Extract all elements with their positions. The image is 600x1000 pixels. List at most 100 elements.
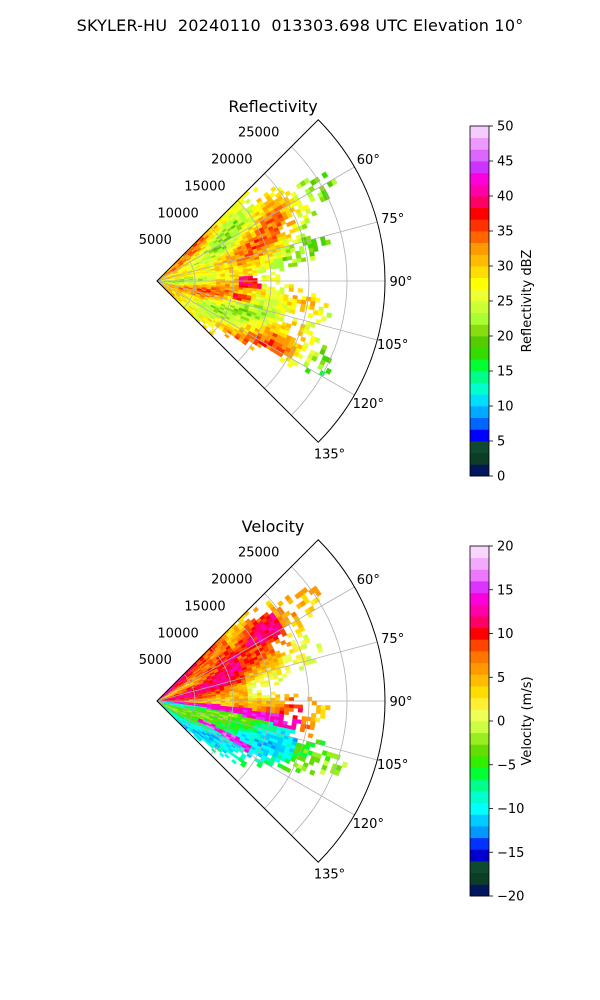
radar-cell [288, 707, 294, 712]
colorbar-segment [470, 277, 489, 290]
radar-cell [292, 262, 298, 267]
range-tick-label: 20000 [211, 153, 252, 168]
radar-cell [275, 277, 281, 282]
radar-cell [243, 696, 249, 699]
radar-cell [310, 292, 317, 298]
radar-cell [261, 275, 267, 279]
radar-cell [289, 697, 294, 702]
radar-cell [256, 703, 263, 707]
radar-cell [279, 704, 285, 708]
colorbar-segment [470, 651, 489, 664]
radar-cell [280, 639, 287, 646]
radar-cell [273, 681, 280, 686]
colorbar-tick-label: 15 [497, 583, 514, 598]
range-tick-label: 10000 [157, 626, 198, 641]
radar-cell [275, 280, 281, 285]
radar-cell [277, 677, 284, 682]
colorbar-tick-label: 10 [497, 627, 514, 642]
radar-cell [325, 239, 332, 246]
radar-cell [265, 286, 272, 291]
radar-cell [277, 225, 284, 231]
radar-cell [243, 273, 249, 277]
radar-cell [266, 700, 272, 705]
colorbar-segment [470, 581, 489, 594]
azimuth-tick-label: 105° [377, 338, 408, 353]
radar-cell [310, 717, 316, 723]
colorbar-segment [470, 861, 489, 874]
radar-cell [298, 665, 305, 671]
radar-cell [260, 683, 266, 688]
colorbar-segment [470, 837, 489, 850]
radar-cell [238, 276, 244, 280]
radar-cell [323, 302, 329, 309]
radar-heatmap [156, 171, 338, 377]
colorbar-segment [470, 301, 489, 314]
radar-cell [289, 309, 296, 315]
radar-cell [300, 336, 307, 343]
colorbar-tick-label: 5 [497, 671, 505, 686]
radar-cell [310, 297, 316, 303]
radar-cell [287, 262, 294, 268]
radar-cell [261, 700, 267, 705]
colorbar-segment [470, 616, 489, 629]
radar-cell [275, 697, 281, 702]
radar-cell [293, 693, 299, 698]
radar-cell [281, 673, 288, 678]
radar-cell [317, 310, 324, 317]
radar-cell [279, 707, 285, 712]
range-tick-label: 10000 [157, 206, 198, 221]
radar-cell [288, 704, 294, 709]
colorbar-segment [470, 126, 489, 139]
radar-cell [288, 287, 294, 292]
colorbar-segment [470, 779, 489, 792]
radar-cell [309, 725, 315, 731]
azimuth-tick-label: 135° [314, 868, 345, 883]
radar-cell [297, 704, 304, 709]
radar-cell [229, 696, 235, 700]
radar-cell [284, 707, 290, 712]
radar-cell [307, 733, 314, 739]
radar-cell [231, 759, 237, 765]
radar-cell [309, 769, 316, 776]
radar-cell [284, 284, 290, 289]
colorbar-segment [470, 569, 489, 582]
colorbar-segment [470, 814, 489, 827]
radar-cell [270, 277, 276, 282]
radar-cell [309, 255, 316, 261]
radar-cell [279, 287, 285, 292]
colorbar-segment [470, 149, 489, 162]
radar-cell [296, 299, 302, 305]
colorbar-segment [470, 359, 489, 372]
colorbar-segment [470, 674, 489, 687]
radar-cell [256, 692, 262, 696]
radar-cell [304, 724, 311, 730]
radar-cell [304, 304, 311, 310]
colorbar-tick-label: −5 [497, 758, 516, 773]
range-tick-label: 25000 [238, 126, 279, 141]
colorbar-segment [470, 791, 489, 804]
colorbar-segment [470, 394, 489, 407]
colorbar-segment [470, 219, 489, 232]
velocity-panel: Velocity 60° 75° 90° 105° 120° 135° 5000 10000 15… [139, 517, 535, 905]
radar-cell [256, 695, 263, 699]
radar-cell [300, 257, 307, 263]
radar-cell [296, 719, 302, 725]
radar-cell [270, 286, 276, 291]
range-tick-label: 5000 [139, 233, 172, 248]
radar-cell [238, 696, 244, 700]
radar-cell [307, 313, 314, 319]
radar-cell [275, 694, 281, 699]
colorbar-segment [470, 429, 489, 442]
radar-cell [309, 305, 315, 311]
radar-cell [224, 753, 230, 759]
colorbar-tick-label: 40 [497, 190, 514, 205]
radar-cell [252, 692, 258, 697]
colorbar-segment [470, 592, 489, 605]
colorbar-segment [470, 172, 489, 185]
radar-cell [261, 695, 267, 699]
colorbar: −20 −15 −10 −5 0 5 10 15 20 Velocity (m/s) [469, 540, 535, 905]
colorbar-segment [470, 686, 489, 699]
colorbar-segment [470, 289, 489, 302]
radar-cell [252, 606, 259, 613]
radar-cell [284, 190, 292, 197]
